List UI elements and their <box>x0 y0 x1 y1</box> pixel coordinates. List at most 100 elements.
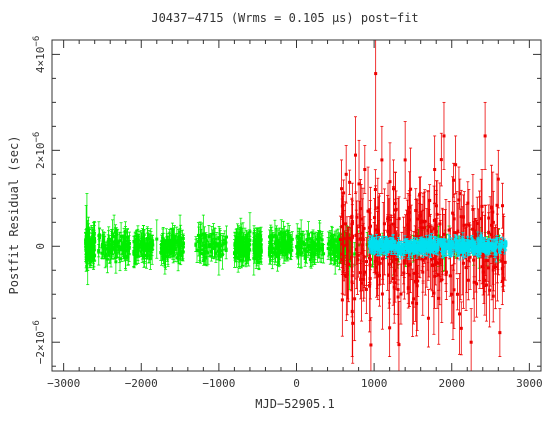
point-marker <box>136 241 140 245</box>
point-marker <box>268 241 272 245</box>
point-marker <box>258 243 262 247</box>
data-point <box>201 241 205 259</box>
point-marker <box>125 235 129 239</box>
data-point <box>303 241 307 260</box>
point-marker <box>317 235 321 239</box>
data-point <box>246 233 250 259</box>
point-marker <box>114 232 118 236</box>
point-marker <box>120 248 124 252</box>
data-point <box>112 214 116 259</box>
point-marker <box>244 248 248 252</box>
data-point <box>194 238 198 252</box>
point-marker <box>295 234 299 238</box>
point-marker <box>194 243 198 247</box>
point-marker <box>411 301 415 305</box>
point-marker <box>452 288 456 292</box>
data-point <box>238 228 242 255</box>
point-marker <box>339 248 343 252</box>
point-marker <box>233 252 237 256</box>
point-marker <box>440 278 444 282</box>
point-marker <box>455 292 459 296</box>
data-point <box>233 239 237 268</box>
data-point <box>160 237 164 249</box>
data-point <box>159 244 163 261</box>
point-marker <box>171 240 175 244</box>
point-marker <box>257 247 261 251</box>
point-marker <box>299 232 303 236</box>
point-marker <box>318 230 322 234</box>
data-point <box>209 232 213 257</box>
point-marker <box>166 244 170 248</box>
data-point <box>217 236 221 276</box>
point-marker <box>91 245 95 249</box>
data-point <box>136 228 140 257</box>
data-point <box>124 231 128 271</box>
point-marker <box>349 255 353 259</box>
data-point <box>212 223 216 245</box>
point-marker <box>451 211 455 215</box>
data-point <box>329 238 333 259</box>
data-point <box>170 228 174 247</box>
point-marker <box>214 251 218 255</box>
point-marker <box>244 236 248 240</box>
data-point <box>455 278 459 311</box>
point-marker <box>93 239 97 243</box>
point-marker <box>407 273 411 277</box>
point-marker <box>289 245 293 249</box>
data-point <box>168 241 172 256</box>
point-marker <box>310 251 314 255</box>
data-point <box>86 226 90 286</box>
point-marker <box>252 242 256 246</box>
point-marker <box>87 242 91 246</box>
point-marker <box>133 242 137 246</box>
point-marker <box>108 248 112 252</box>
point-marker <box>126 243 130 247</box>
point-marker <box>287 239 291 243</box>
point-marker <box>212 232 216 236</box>
point-marker <box>332 250 336 254</box>
point-marker <box>318 246 322 250</box>
point-marker <box>290 248 294 252</box>
point-marker <box>164 254 168 258</box>
data-point <box>97 221 101 251</box>
point-marker <box>111 240 115 244</box>
point-marker <box>237 243 241 247</box>
point-marker <box>140 242 144 246</box>
point-marker <box>142 254 146 258</box>
point-marker <box>466 278 470 282</box>
point-marker <box>303 249 307 253</box>
point-marker <box>306 244 310 248</box>
data-point <box>215 232 219 261</box>
point-marker <box>86 254 90 258</box>
data-point <box>133 231 137 256</box>
point-marker <box>331 244 335 248</box>
point-marker <box>307 237 311 241</box>
point-marker <box>163 243 167 247</box>
chart-title: J0437−4715 (Wrms = 0.105 μs) post−fit <box>151 11 418 25</box>
point-marker <box>106 239 110 243</box>
point-marker <box>418 193 422 197</box>
point-marker <box>259 234 263 238</box>
point-marker <box>109 242 113 246</box>
point-marker <box>175 256 179 260</box>
data-points <box>84 39 508 372</box>
data-point <box>287 229 291 253</box>
point-marker <box>436 234 440 238</box>
point-marker <box>457 198 461 202</box>
point-marker <box>146 244 150 248</box>
data-point <box>142 243 146 268</box>
data-point <box>320 242 324 255</box>
data-point <box>174 234 178 249</box>
data-point <box>299 219 303 250</box>
point-marker <box>102 243 106 247</box>
point-marker <box>255 251 259 255</box>
point-marker <box>122 246 126 250</box>
point-marker <box>84 235 88 239</box>
point-marker <box>209 249 213 253</box>
point-marker <box>105 257 109 261</box>
point-marker <box>234 250 238 254</box>
point-marker <box>452 178 456 182</box>
point-marker <box>252 231 256 235</box>
data-point <box>146 233 150 259</box>
data-point <box>307 232 311 245</box>
